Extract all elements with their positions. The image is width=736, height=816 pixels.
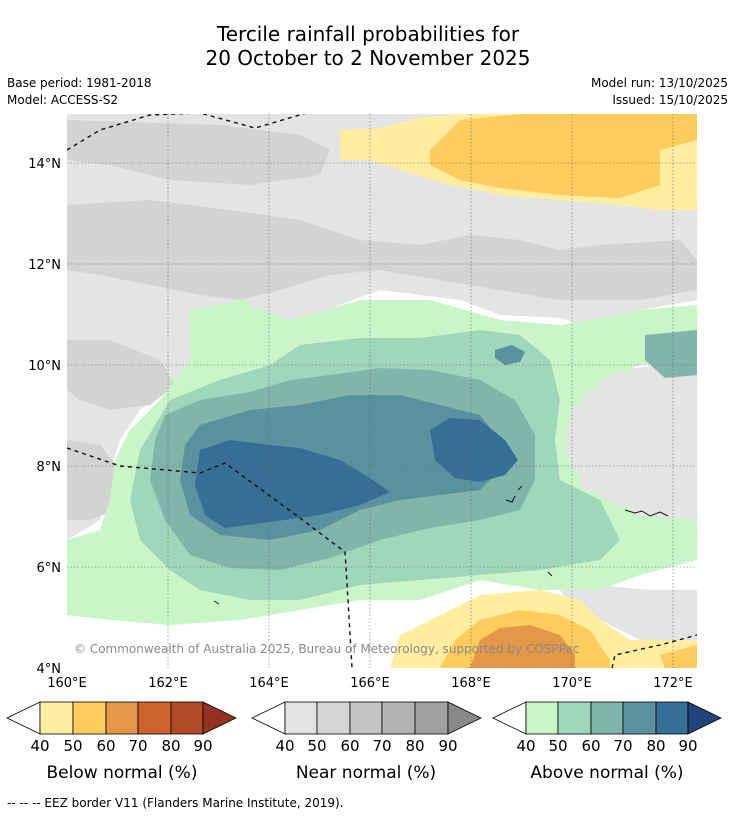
- base-period: Base period: 1981-2018: [7, 76, 152, 90]
- legend-swatch-below-2: [72, 701, 107, 735]
- map-title: Tercile rainfall probabilities for 20 Oc…: [0, 22, 736, 70]
- copyright-watermark: © Commonwealth of Australia 2025, Bureau…: [74, 642, 579, 656]
- legend-swatch-above-3: [590, 701, 624, 735]
- legend-swatch-below-0: [6, 701, 41, 735]
- lat-axis-labels: 14°N 12°N 10°N 8°N 6°N 4°N: [28, 157, 61, 677]
- lat-label: 14°N: [28, 157, 61, 172]
- legend-above-normal: 40 50 60 70 80 90 Above normal (%): [492, 701, 722, 783]
- above-normal-70-80-spot: [495, 345, 525, 365]
- meta-right: Model run: 13/10/2025 Issued: 15/10/2025: [591, 75, 728, 109]
- lon-label: 172°E: [653, 676, 693, 691]
- legend-tick: 70: [128, 737, 147, 755]
- eez-borders: [67, 114, 697, 668]
- lat-label: 4°N: [37, 662, 62, 677]
- legend-tick: 50: [548, 737, 567, 755]
- legend-tick: 90: [193, 737, 212, 755]
- near-normal-blob: [67, 340, 175, 410]
- islands: [213, 485, 669, 605]
- lat-label: 10°N: [28, 359, 61, 374]
- below-normal-south-corner: [660, 645, 697, 668]
- legend-swatch-above-1: [525, 701, 559, 735]
- probability-field: [67, 114, 697, 668]
- legend-tick: 80: [405, 737, 424, 755]
- model-name: Model: ACCESS-S2: [7, 93, 119, 107]
- legend-swatch-near-2: [316, 701, 351, 735]
- near-normal-region-south: [560, 585, 697, 640]
- legend-swatch-above-6: [687, 701, 722, 735]
- below-normal-south-60-70: [470, 625, 575, 668]
- lon-label: 170°E: [552, 676, 592, 691]
- lat-label: 12°N: [28, 258, 61, 273]
- legend-swatch-above-2: [557, 701, 592, 735]
- legend-swatch-near-6: [447, 701, 482, 735]
- legend-swatch-above-5: [655, 701, 689, 735]
- legend-tick: 70: [613, 737, 632, 755]
- legend-swatch-below-4: [137, 701, 172, 735]
- above-normal-80-90: [195, 440, 390, 528]
- eez-footnote: -- -- -- EEZ border V11 (Flanders Marine…: [7, 796, 344, 810]
- legend-tick: 40: [30, 737, 49, 755]
- near-normal-region-east: [555, 360, 697, 520]
- lon-label: 162°E: [148, 676, 188, 691]
- legend-tick: 80: [161, 737, 180, 755]
- legend-tick: 50: [307, 737, 326, 755]
- legend-swatch-above-4: [622, 701, 657, 735]
- near-normal-blob: [67, 200, 697, 300]
- legend-title-below: Below normal (%): [47, 763, 198, 783]
- title-line-1: Tercile rainfall probabilities for: [216, 22, 520, 46]
- lon-label: 166°E: [350, 676, 390, 691]
- gridlines: [67, 114, 697, 668]
- legend-title-above: Above normal (%): [530, 763, 683, 783]
- legend-swatch-near-3: [349, 701, 383, 735]
- legend-swatch-above-0: [492, 701, 527, 735]
- above-normal-60-70-spot: [645, 330, 697, 378]
- legend-tick: 50: [63, 737, 82, 755]
- legend-swatch-near-0: [251, 701, 286, 735]
- legend-swatch-near-5: [414, 701, 449, 735]
- legend-tick: 60: [581, 737, 600, 755]
- legend-below-normal: 40 50 60 70 80 90 Below normal (%): [6, 701, 237, 783]
- legend-tick: 90: [438, 737, 457, 755]
- model-run: Model run: 13/10/2025: [590, 76, 728, 90]
- title-line-2: 20 October to 2 November 2025: [205, 46, 531, 70]
- legend-swatch-near-4: [381, 701, 416, 735]
- lat-label: 6°N: [37, 561, 62, 576]
- lat-label: 8°N: [37, 460, 62, 475]
- lon-axis-labels: 160°E 162°E 164°E 166°E 168°E 170°E 172°…: [47, 676, 693, 691]
- legend-tick: 70: [372, 737, 391, 755]
- legend-title-near: Near normal (%): [296, 763, 436, 783]
- legend-tick: 40: [516, 737, 535, 755]
- lon-label: 164°E: [249, 676, 289, 691]
- near-normal-blob: [67, 440, 120, 520]
- legend-swatch-below-1: [39, 701, 74, 735]
- legend-near-normal: 40 50 60 70 80 90 Near normal (%): [251, 701, 482, 783]
- legend-swatch-near-1: [284, 701, 318, 735]
- legend-tick: 40: [275, 737, 294, 755]
- below-normal-north-50-60: [430, 114, 697, 198]
- legend-swatch-below-3: [105, 701, 139, 735]
- legend-swatch-below-6: [202, 701, 237, 735]
- legend-tick: 80: [646, 737, 665, 755]
- issued-date: Issued: 15/10/2025: [612, 93, 728, 107]
- legend-tick: 60: [340, 737, 359, 755]
- lon-label: 160°E: [47, 676, 87, 691]
- meta-left: Base period: 1981-2018 Model: ACCESS-S2: [7, 75, 152, 109]
- legend-tick: 60: [96, 737, 115, 755]
- legend-tick: 90: [678, 737, 697, 755]
- legend-swatch-below-5: [170, 701, 204, 735]
- near-normal-blob: [67, 120, 330, 185]
- lon-label: 168°E: [451, 676, 491, 691]
